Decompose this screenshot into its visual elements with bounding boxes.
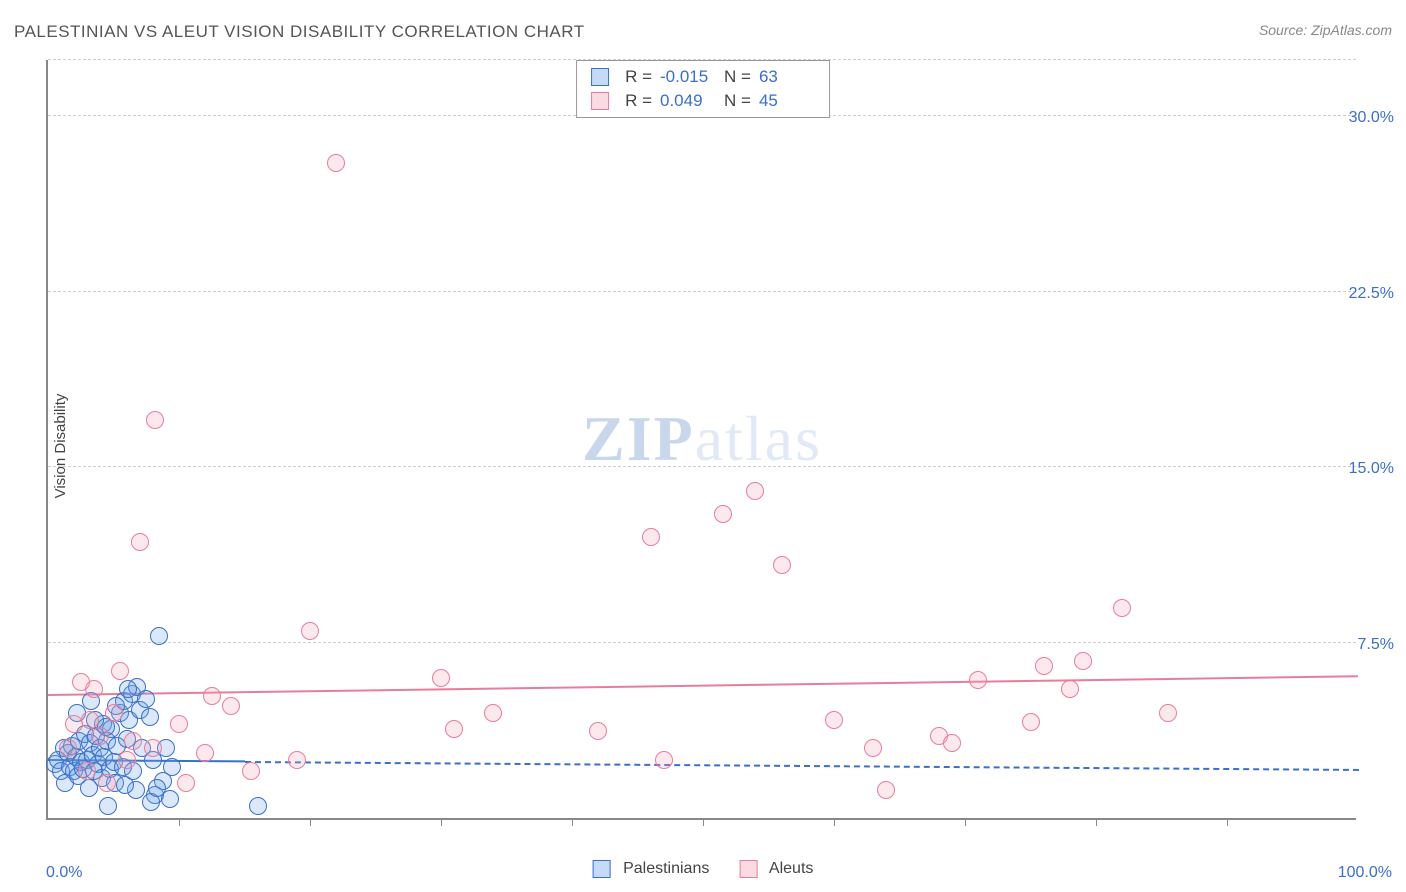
data-point-series-1 bbox=[655, 751, 673, 769]
data-point-series-1 bbox=[1113, 599, 1131, 617]
data-point-series-1 bbox=[98, 774, 116, 792]
data-point-series-0 bbox=[116, 776, 134, 794]
y-tick-label: 7.5% bbox=[1358, 636, 1394, 654]
n-value-0: 63 bbox=[759, 67, 815, 87]
data-point-series-0 bbox=[137, 690, 155, 708]
y-tick-label: 22.5% bbox=[1349, 285, 1394, 303]
data-point-series-1 bbox=[301, 622, 319, 640]
data-point-series-1 bbox=[445, 720, 463, 738]
data-point-series-1 bbox=[877, 781, 895, 799]
data-point-series-1 bbox=[969, 671, 987, 689]
data-point-series-1 bbox=[1022, 713, 1040, 731]
r-value-0: -0.015 bbox=[660, 67, 716, 87]
data-point-series-0 bbox=[249, 797, 267, 815]
x-tick bbox=[441, 818, 442, 826]
data-point-series-1 bbox=[222, 697, 240, 715]
stats-row-1: R = 0.049 N = 45 bbox=[591, 91, 815, 111]
r-label: R = bbox=[625, 91, 652, 111]
data-point-series-1 bbox=[746, 482, 764, 500]
n-label: N = bbox=[724, 91, 751, 111]
legend-label-0: Palestinians bbox=[623, 860, 709, 877]
data-point-series-1 bbox=[105, 704, 123, 722]
n-label: N = bbox=[724, 67, 751, 87]
swatch-series-0b bbox=[593, 860, 611, 878]
n-value-1: 45 bbox=[759, 91, 815, 111]
x-tick bbox=[834, 818, 835, 826]
data-point-series-1 bbox=[91, 727, 109, 745]
watermark-atlas: atlas bbox=[695, 403, 822, 474]
data-point-series-1 bbox=[72, 673, 90, 691]
data-point-series-1 bbox=[864, 739, 882, 757]
series-legend: Palestinians Aleuts bbox=[593, 860, 814, 878]
x-tick bbox=[572, 818, 573, 826]
swatch-series-0 bbox=[591, 68, 609, 86]
data-point-series-1 bbox=[1061, 680, 1079, 698]
x-tick-label: 0.0% bbox=[46, 864, 82, 882]
legend-item-0: Palestinians bbox=[593, 860, 710, 878]
data-point-series-0 bbox=[150, 627, 168, 645]
grid-line bbox=[48, 466, 1356, 467]
grid-line bbox=[48, 291, 1356, 292]
data-point-series-1 bbox=[242, 762, 260, 780]
chart-container: { "title": "PALESTINIAN VS ALEUT VISION … bbox=[0, 0, 1406, 892]
trend-line-1 bbox=[48, 675, 1358, 696]
data-point-series-1 bbox=[1159, 704, 1177, 722]
grid-line bbox=[48, 642, 1356, 643]
data-point-series-1 bbox=[1035, 657, 1053, 675]
data-point-series-1 bbox=[170, 715, 188, 733]
x-tick bbox=[310, 818, 311, 826]
data-point-series-1 bbox=[131, 533, 149, 551]
data-point-series-1 bbox=[124, 732, 142, 750]
y-tick-label: 15.0% bbox=[1349, 460, 1394, 478]
data-point-series-1 bbox=[118, 751, 136, 769]
plot-area: ZIPatlas bbox=[46, 60, 1356, 820]
legend-label-1: Aleuts bbox=[769, 860, 813, 877]
data-point-series-0 bbox=[99, 797, 117, 815]
data-point-series-1 bbox=[642, 528, 660, 546]
x-tick bbox=[965, 818, 966, 826]
x-tick bbox=[1096, 818, 1097, 826]
data-point-series-1 bbox=[327, 154, 345, 172]
data-point-series-0 bbox=[163, 758, 181, 776]
data-point-series-1 bbox=[144, 739, 162, 757]
data-point-series-1 bbox=[825, 711, 843, 729]
data-point-series-1 bbox=[432, 669, 450, 687]
data-point-series-1 bbox=[78, 762, 96, 780]
r-value-1: 0.049 bbox=[660, 91, 716, 111]
stats-legend: R = -0.015 N = 63 R = 0.049 N = 45 bbox=[576, 60, 830, 118]
data-point-series-1 bbox=[146, 411, 164, 429]
y-tick-label: 30.0% bbox=[1349, 109, 1394, 127]
source-label: Source: ZipAtlas.com bbox=[1259, 22, 1392, 38]
swatch-series-1b bbox=[739, 860, 757, 878]
trend-line-0-dashed bbox=[244, 761, 1358, 771]
data-point-series-1 bbox=[773, 556, 791, 574]
data-point-series-1 bbox=[484, 704, 502, 722]
x-tick bbox=[1227, 818, 1228, 826]
x-tick bbox=[703, 818, 704, 826]
swatch-series-1 bbox=[591, 92, 609, 110]
data-point-series-1 bbox=[943, 734, 961, 752]
data-point-series-1 bbox=[1074, 652, 1092, 670]
watermark-zip: ZIP bbox=[582, 403, 695, 474]
data-point-series-1 bbox=[288, 751, 306, 769]
data-point-series-1 bbox=[196, 744, 214, 762]
data-point-series-0 bbox=[119, 680, 137, 698]
data-point-series-1 bbox=[59, 739, 77, 757]
data-point-series-1 bbox=[177, 774, 195, 792]
chart-title: PALESTINIAN VS ALEUT VISION DISABILITY C… bbox=[14, 22, 585, 42]
legend-item-1: Aleuts bbox=[739, 860, 813, 878]
data-point-series-1 bbox=[203, 687, 221, 705]
data-point-series-0 bbox=[148, 779, 166, 797]
watermark: ZIPatlas bbox=[582, 402, 822, 476]
data-point-series-0 bbox=[141, 708, 159, 726]
stats-row-0: R = -0.015 N = 63 bbox=[591, 67, 815, 87]
r-label: R = bbox=[625, 67, 652, 87]
data-point-series-1 bbox=[81, 711, 99, 729]
x-tick bbox=[179, 818, 180, 826]
data-point-series-1 bbox=[589, 722, 607, 740]
data-point-series-1 bbox=[714, 505, 732, 523]
data-point-series-1 bbox=[111, 662, 129, 680]
x-tick-label: 100.0% bbox=[1338, 864, 1392, 882]
